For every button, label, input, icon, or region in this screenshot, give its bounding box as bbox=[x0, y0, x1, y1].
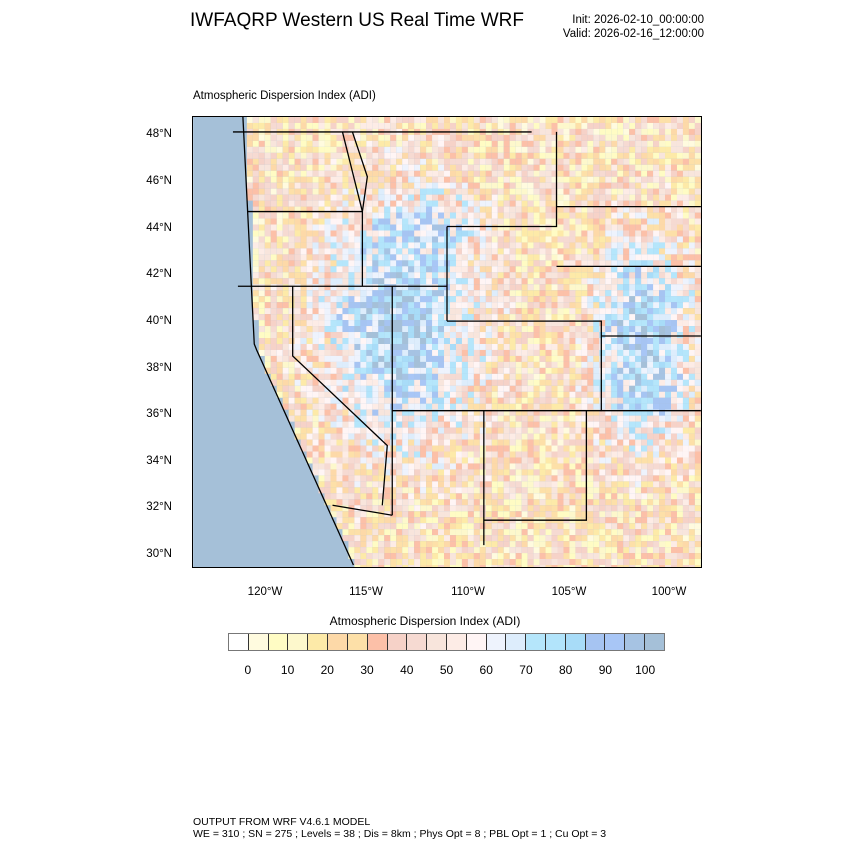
state-boundary bbox=[292, 286, 388, 506]
colorbar-label: 100 bbox=[635, 663, 656, 677]
lon-label: 100°W bbox=[651, 586, 687, 598]
model-info: OUTPUT FROM WRF V4.6.1 MODEL WE = 310 ; … bbox=[193, 816, 606, 840]
colorbar-label: 50 bbox=[439, 663, 454, 677]
colorbar-label: 20 bbox=[320, 663, 334, 677]
colorbar-swatch bbox=[605, 634, 626, 650]
lat-label: 38°N bbox=[146, 362, 172, 374]
adi-map bbox=[192, 116, 702, 568]
init-time: Init: 2026-02-10_00:00:00 bbox=[572, 14, 704, 26]
colorbar-swatch bbox=[506, 634, 527, 650]
colorbar-swatch bbox=[565, 634, 586, 650]
colorbar-swatch bbox=[446, 634, 467, 650]
colorbar-swatch bbox=[347, 634, 368, 650]
state-boundary bbox=[247, 131, 369, 213]
lat-label: 34°N bbox=[146, 455, 172, 467]
lat-label: 40°N bbox=[146, 315, 172, 327]
colorbar-swatch bbox=[407, 634, 428, 650]
lat-label: 44°N bbox=[146, 222, 172, 234]
colorbar-swatch bbox=[308, 634, 329, 650]
lat-label: 46°N bbox=[146, 175, 172, 187]
colorbar-swatch bbox=[466, 634, 487, 650]
state-boundary bbox=[341, 131, 364, 212]
state-boundary bbox=[447, 131, 558, 228]
colorbar-swatch bbox=[288, 634, 309, 650]
lon-label: 105°W bbox=[551, 586, 587, 598]
colorbar-swatch bbox=[387, 634, 408, 650]
colorbar-label: 70 bbox=[519, 663, 533, 677]
lat-label: 42°N bbox=[146, 268, 172, 280]
map-subtitle: Atmospheric Dispersion Index (ADI) bbox=[193, 90, 376, 102]
colorbar-swatch bbox=[645, 634, 664, 650]
lat-label: 32°N bbox=[146, 501, 172, 513]
colorbar-swatch bbox=[486, 634, 507, 650]
colorbar-swatch bbox=[367, 634, 388, 650]
time-info: Init: 2026-02-10_00:00:00 Valid: 2026-02… bbox=[563, 13, 704, 41]
colorbar-label: 90 bbox=[598, 663, 613, 677]
colorbar-title: Atmospheric Dispersion Index (ADI) bbox=[329, 614, 521, 628]
colorbar-label: 10 bbox=[280, 663, 295, 677]
colorbar-label: 0 bbox=[244, 663, 252, 677]
state-boundary bbox=[391, 286, 485, 546]
valid-time: Valid: 2026-02-16_12:00:00 bbox=[562, 28, 704, 40]
lat-label: 36°N bbox=[146, 408, 172, 420]
state-boundary bbox=[447, 320, 701, 412]
colorbar-swatch bbox=[526, 634, 546, 650]
coastline bbox=[242, 117, 355, 566]
colorbar-swatch bbox=[625, 634, 646, 650]
plot-title: IWFAQRP Western US Real Time WRF bbox=[190, 10, 524, 31]
colorbar bbox=[228, 633, 665, 651]
colorbar-swatch bbox=[229, 634, 249, 650]
colorbar-swatch bbox=[546, 634, 566, 650]
lon-label: 110°W bbox=[451, 586, 485, 598]
colorbar-label: 30 bbox=[360, 663, 374, 677]
model-version: OUTPUT FROM WRF V4.6.1 MODEL bbox=[193, 816, 371, 828]
colorbar-label: 80 bbox=[558, 663, 573, 677]
lon-label: 120°W bbox=[247, 586, 283, 598]
colorbar-swatch bbox=[585, 634, 606, 650]
lat-label: 30°N bbox=[146, 548, 172, 560]
colorbar-label: 60 bbox=[479, 663, 493, 677]
colorbar-swatch bbox=[268, 634, 289, 650]
colorbar-swatch bbox=[248, 634, 269, 650]
state-boundary bbox=[483, 410, 588, 521]
state-boundary bbox=[332, 504, 393, 516]
lon-label: 115°W bbox=[349, 586, 383, 598]
lat-label: 48°N bbox=[146, 128, 172, 140]
colorbar-label: 40 bbox=[400, 663, 414, 677]
colorbar-swatch bbox=[328, 634, 348, 650]
model-config: WE = 310 ; SN = 275 ; Levels = 38 ; Dis … bbox=[193, 828, 607, 840]
colorbar-swatch bbox=[427, 634, 447, 650]
